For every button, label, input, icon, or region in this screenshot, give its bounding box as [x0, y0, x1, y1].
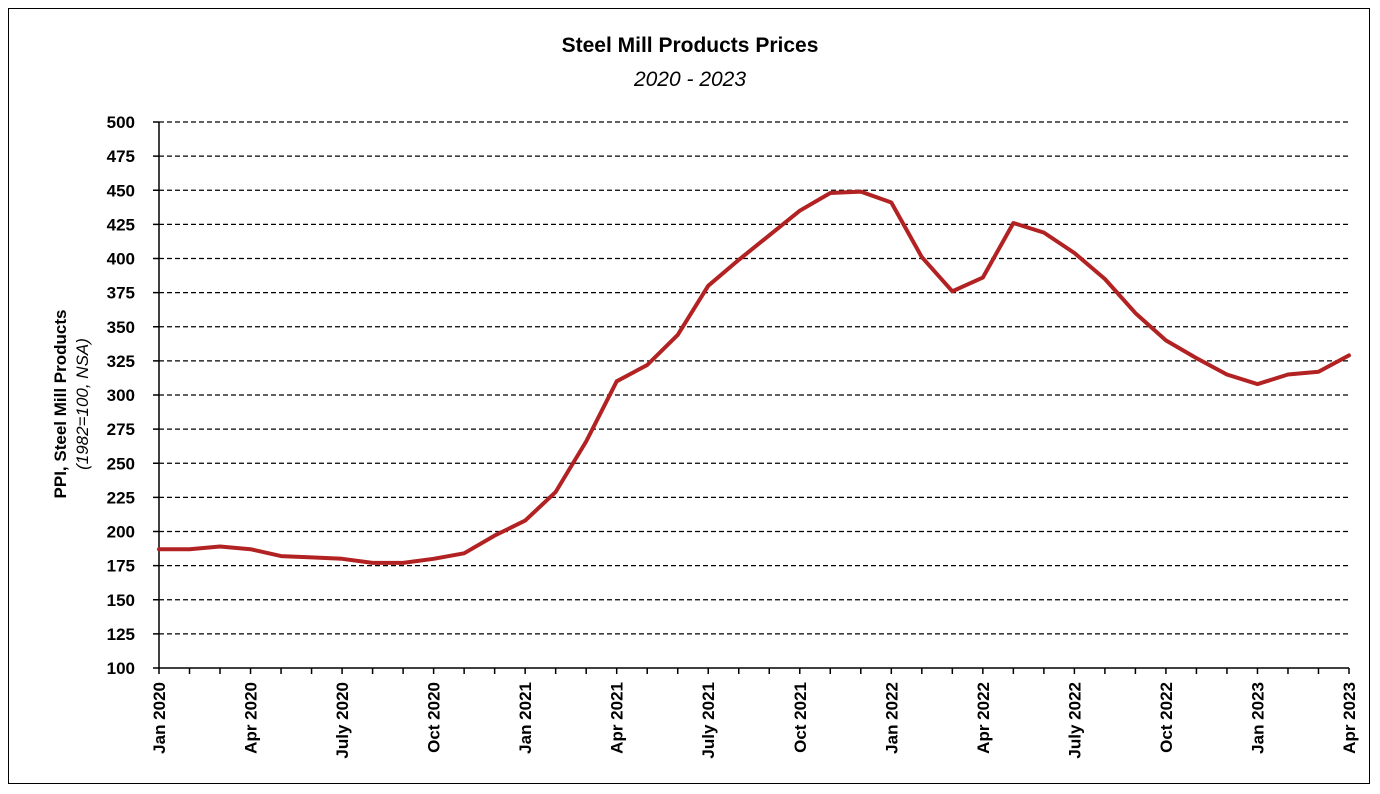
y-tick-label: 325	[107, 352, 135, 371]
series-layer	[157, 189, 1351, 565]
x-tick-label: Jan 2020	[150, 682, 169, 754]
x-tick-label: Apr 2023	[1340, 682, 1359, 754]
y-tick-label: 175	[107, 557, 135, 576]
x-tick-label: Jan 2022	[882, 682, 901, 754]
y-tick-label: 225	[107, 488, 135, 507]
x-tick-label: Apr 2020	[242, 682, 261, 754]
y-tick-label: 200	[107, 523, 135, 542]
y-axis-label: PPI, Steel Mill Products	[51, 310, 70, 499]
axes	[153, 121, 1350, 674]
y-tick-label: 150	[107, 591, 135, 610]
x-tick-label: Oct 2020	[425, 682, 444, 753]
y-tick-label: 450	[107, 181, 135, 200]
y-tick-label: 425	[107, 215, 135, 234]
x-tick-label: Oct 2022	[1157, 682, 1176, 753]
x-tick-label: Jan 2021	[516, 682, 535, 754]
chart-title: Steel Mill Products Prices	[562, 34, 819, 57]
y-tick-label: 500	[107, 113, 135, 132]
x-tick-label: Apr 2022	[974, 682, 993, 754]
y-tick-label: 250	[107, 454, 135, 473]
y-tick-label: 400	[107, 250, 135, 269]
y-tick-label: 275	[107, 420, 135, 439]
y-tick-label: 300	[107, 386, 135, 405]
gridlines	[159, 121, 1349, 635]
x-tick-label: Apr 2021	[608, 682, 627, 754]
x-tick-label: July 2021	[699, 682, 718, 759]
y-tick-label: 375	[107, 284, 135, 303]
chart-frame: Steel Mill Products Prices 2020 - 2023 P…	[8, 8, 1370, 784]
x-tick-label: Jan 2023	[1248, 682, 1267, 754]
series-line	[157, 189, 1351, 565]
line-chart: Steel Mill Products Prices 2020 - 2023 P…	[51, 34, 1359, 759]
y-axis-title: PPI, Steel Mill Products (1982=100, NSA)	[51, 310, 92, 499]
y-tick-label: 125	[107, 625, 135, 644]
y-tick-label: 350	[107, 318, 135, 337]
chart-subtitle: 2020 - 2023	[633, 68, 746, 91]
x-tick-label: July 2020	[333, 682, 352, 759]
x-tick-labels: Jan 2020 Apr 2020 July 2020 Oct 2020 Jan 202…	[150, 682, 1359, 759]
y-axis-label-note: (1982=100, NSA)	[73, 338, 92, 470]
x-tick-label: July 2022	[1065, 682, 1084, 759]
y-tick-labels: 100 125 150 175 200 225 250 275 300 325 350 375 400 4…	[107, 113, 135, 678]
y-tick-label: 475	[107, 147, 135, 166]
x-tick-label: Oct 2021	[791, 682, 810, 753]
y-tick-label: 100	[107, 659, 135, 678]
